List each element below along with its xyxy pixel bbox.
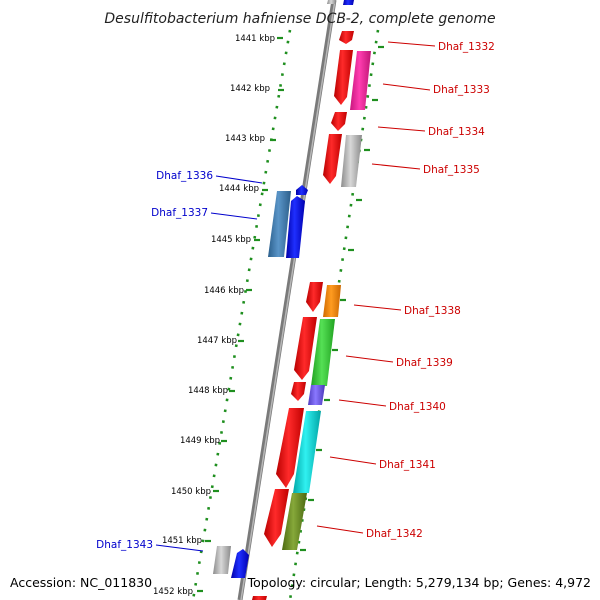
scale-tick-label: 1452 kbp	[153, 587, 193, 597]
gene-arrow-dhaf-1338	[323, 285, 341, 317]
gene-label-dhaf-1335[interactable]: Dhaf_1335	[423, 164, 480, 176]
gene-label-dhaf-1336[interactable]: Dhaf_1336	[156, 170, 213, 182]
gene-arrow	[276, 408, 304, 488]
gene-arrow-dhaf-1343	[231, 549, 249, 578]
scale-tick: 1443 kbp	[225, 134, 276, 144]
gene-arrow	[343, 0, 354, 5]
gene-arrow-dhaf-1334	[331, 112, 347, 131]
plus-strand-markers	[300, 45, 384, 552]
gene-arrow	[306, 282, 323, 312]
scale-tick: 1442 kbp	[230, 84, 284, 94]
gene-label-dhaf-1340[interactable]: Dhaf_1340	[389, 401, 446, 413]
gene-arrow	[323, 134, 342, 184]
gene-label-dhaf-1333[interactable]: Dhaf_1333	[433, 84, 490, 96]
scale-tick-label: 1449 kbp	[180, 436, 220, 446]
genome-backbone	[237, 0, 337, 600]
scale-tick: 1451 kbp	[162, 536, 211, 546]
scale-tick: 1446 kbp	[204, 286, 252, 296]
scale-tick-label: 1447 kbp	[197, 336, 237, 346]
gene-arrow	[294, 317, 317, 380]
gene-arrow	[252, 596, 267, 600]
gene-labels: Dhaf_1332 Dhaf_1333 Dhaf_1334 Dhaf_1335 …	[96, 41, 495, 551]
gene-arrow-dhaf-1340	[308, 385, 325, 405]
gene-arrow-dhaf-1337	[286, 196, 305, 258]
gene-arrow	[327, 0, 336, 4]
gene-arrow-dhaf-1333	[350, 51, 371, 110]
gene-features	[213, 0, 371, 600]
gene-label-dhaf-1343[interactable]: Dhaf_1343	[96, 539, 153, 551]
scale-tick-label: 1448 kbp	[188, 386, 228, 396]
gene-arrow-dhaf-1339	[311, 319, 335, 386]
scale-tick: 1444 kbp	[219, 184, 268, 194]
scale-tick-label: 1441 kbp	[235, 34, 275, 44]
scale-tick: 1452 kbp	[153, 587, 203, 597]
gene-arrow-dhaf-1341	[293, 411, 321, 493]
scale-tick-label: 1444 kbp	[219, 184, 259, 194]
scale-tick-label: 1443 kbp	[225, 134, 265, 144]
gene-label-dhaf-1341[interactable]: Dhaf_1341	[379, 459, 436, 471]
genome-backbone-highlight	[240, 0, 336, 600]
scale-tick: 1450 kbp	[171, 487, 219, 497]
leader-lines	[155, 41, 436, 552]
gene-label-dhaf-1332[interactable]: Dhaf_1332	[438, 41, 495, 53]
gene-arrow	[264, 489, 289, 547]
gene-label-dhaf-1338[interactable]: Dhaf_1338	[404, 305, 461, 317]
accession-text: Accession: NC_011830	[10, 575, 152, 590]
scale-tick-label: 1451 kbp	[162, 536, 202, 546]
gene-label-dhaf-1334[interactable]: Dhaf_1334	[428, 126, 485, 138]
gene-arrow-dhaf-1332	[339, 31, 354, 44]
gene-label-dhaf-1342[interactable]: Dhaf_1342	[366, 528, 423, 540]
scale-tick: 1441 kbp	[235, 34, 283, 44]
gene-arrow	[213, 546, 231, 574]
scale-tick: 1447 kbp	[197, 336, 244, 346]
gene-arrow	[291, 382, 306, 401]
scale-ticks: 1441 kbp 1442 kbp 1443 kbp 1444 kbp 1445…	[153, 34, 284, 597]
genome-summary-text: Topology: circular; Length: 5,279,134 bp…	[247, 575, 591, 590]
scale-tick: 1445 kbp	[211, 235, 260, 245]
gene-arrow	[334, 50, 353, 105]
gene-label-dhaf-1337[interactable]: Dhaf_1337	[151, 207, 208, 219]
scale-tick-label: 1442 kbp	[230, 84, 270, 94]
map-title: Desulfitobacterium hafniense DCB-2, comp…	[104, 11, 495, 27]
gene-label-dhaf-1339[interactable]: Dhaf_1339	[396, 357, 453, 369]
gene-arrow-dhaf-1336	[296, 185, 308, 195]
scale-tick: 1449 kbp	[180, 436, 227, 446]
scale-tick-label: 1450 kbp	[171, 487, 211, 497]
scale-tick: 1448 kbp	[188, 386, 235, 396]
gene-arrow-dhaf-1335	[341, 135, 362, 187]
scale-tick-label: 1446 kbp	[204, 286, 244, 296]
scale-tick-label: 1445 kbp	[211, 235, 251, 245]
gene-arrow-dhaf-1342	[282, 493, 307, 550]
gene-arrow	[268, 191, 291, 257]
